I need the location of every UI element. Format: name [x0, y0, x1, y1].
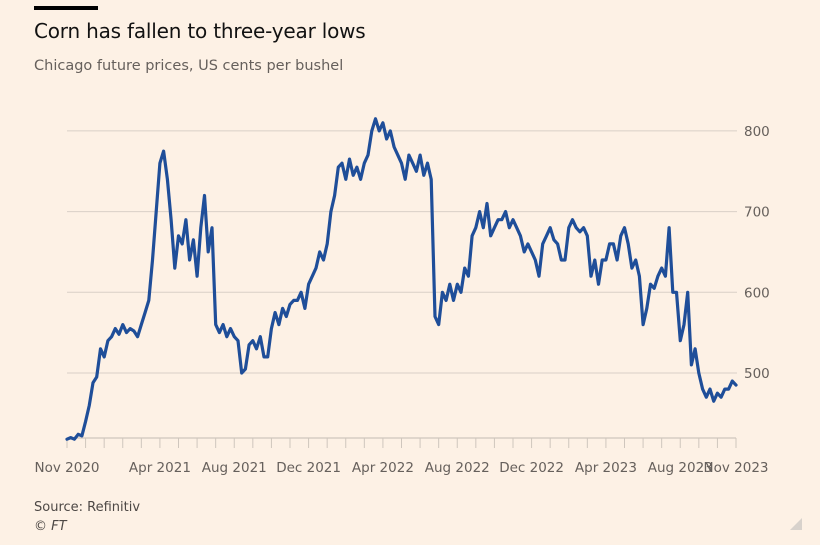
x-tick-label-aug-2021: Aug 2021: [202, 460, 267, 476]
y-tick-label-600: 600: [744, 285, 770, 301]
chart-title: Corn has fallen to three-year lows: [34, 19, 366, 43]
x-tick-label-aug-2023: Aug 2023: [648, 460, 713, 476]
y-tick-label-800: 800: [744, 124, 770, 140]
x-tick-label-apr-2022: Apr 2022: [352, 460, 414, 476]
x-tick-label-dec-2021: Dec 2021: [276, 460, 341, 476]
x-tick-label-apr-2023: Apr 2023: [575, 460, 637, 476]
x-tick-label-dec-2022: Dec 2022: [499, 460, 564, 476]
x-axis-tick-labels: Nov 2020 Apr 2021 Aug 2021 Dec 2021 Apr 2022…: [35, 460, 769, 476]
x-tick-label-aug-2022: Aug 2022: [425, 460, 490, 476]
x-tick-label-apr-2021: Apr 2021: [129, 460, 191, 476]
x-tick-label-nov-2020: Nov 2020: [35, 460, 100, 476]
source-note: Source: Refinitiv: [34, 500, 141, 515]
resize-handle-icon[interactable]: [790, 518, 802, 530]
title-accent-bar: [34, 6, 98, 10]
gridlines: [67, 130, 737, 374]
x-tick-label-nov-2023: Nov 2023: [704, 460, 769, 476]
y-tick-label-700: 700: [744, 205, 770, 221]
x-axis: [66, 437, 737, 448]
chart-subtitle: Chicago future prices, US cents per bush…: [34, 58, 344, 74]
copyright-note: © FT: [34, 519, 67, 534]
y-tick-label-500: 500: [744, 366, 770, 382]
y-axis-ticks: 500 600 700 800: [744, 124, 770, 382]
series-line-corn: [65, 117, 738, 441]
